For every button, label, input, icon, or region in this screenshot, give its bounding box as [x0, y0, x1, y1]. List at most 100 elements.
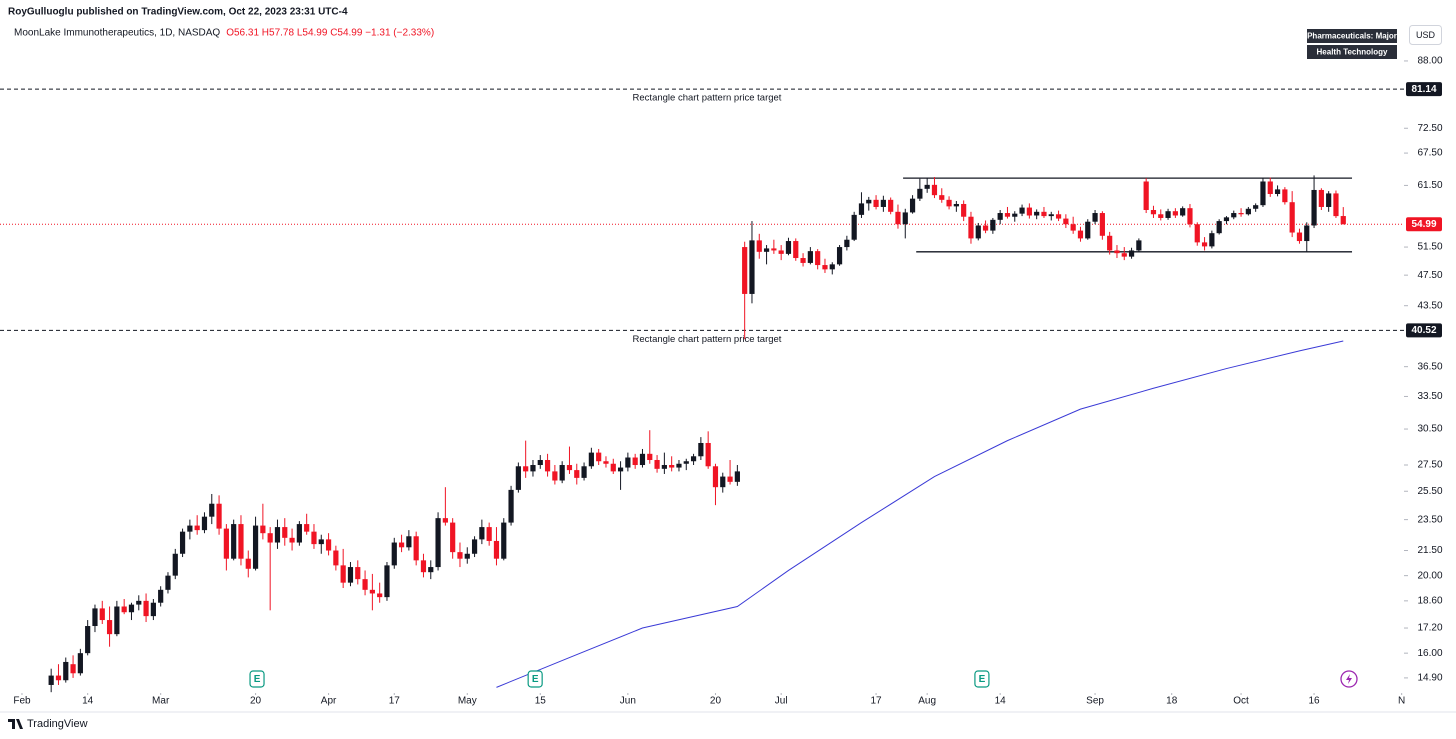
candle-body	[1158, 214, 1164, 218]
candle-body	[793, 241, 799, 259]
candle-body	[800, 258, 806, 263]
candle-body	[953, 203, 959, 207]
tag-box	[1307, 29, 1397, 43]
candle-body	[435, 518, 441, 568]
candle-body	[880, 199, 886, 207]
price-badge	[1406, 82, 1442, 97]
candle-body	[829, 264, 835, 270]
candle-body	[355, 567, 361, 580]
candle-body	[676, 463, 682, 468]
x-tick-label: 17	[389, 696, 401, 707]
candle-body	[581, 466, 587, 478]
candle-body	[121, 606, 127, 613]
y-tick-label: 14.90	[1417, 673, 1442, 684]
candle-body	[807, 251, 813, 263]
y-tick-label: 20.00	[1417, 570, 1442, 581]
currency-box[interactable]	[1409, 25, 1442, 45]
candle-body	[274, 527, 281, 543]
price-badge-label: 81.14	[1411, 84, 1436, 95]
candle-body	[1026, 207, 1032, 216]
candle-body	[902, 212, 908, 225]
candle-body	[559, 465, 565, 481]
candle-body	[661, 465, 667, 469]
earnings-marker[interactable]	[974, 670, 990, 688]
candle-body	[574, 470, 580, 478]
candle-body	[311, 531, 317, 545]
earnings-marker[interactable]	[527, 670, 543, 688]
candle-body	[479, 527, 485, 540]
candle-body	[1187, 208, 1193, 225]
candle-body	[63, 661, 69, 681]
candle-body	[289, 537, 295, 543]
candle-body	[844, 239, 850, 248]
candle-body	[1143, 181, 1149, 210]
symbol: MoonLake Immunotherapeutics, 1D, NASDAQ	[14, 28, 220, 39]
candle-body	[340, 565, 346, 583]
candle-body	[333, 550, 339, 566]
candle-body	[1289, 202, 1295, 233]
candle-body	[990, 219, 996, 231]
candle-body	[1099, 213, 1105, 236]
candle-body	[245, 558, 251, 569]
candle-body	[617, 467, 624, 472]
x-tick-label: 18	[1166, 696, 1178, 707]
candle-body	[318, 539, 324, 545]
candle-body	[537, 459, 543, 466]
x-tick-label: Jun	[620, 696, 636, 707]
candle-body	[377, 593, 383, 598]
candle-body	[508, 489, 514, 523]
candle-body	[471, 539, 478, 554]
candle-body	[136, 600, 142, 605]
tag-box	[1307, 45, 1397, 59]
price-badge-label: 40.52	[1411, 325, 1436, 336]
candle-body	[1260, 181, 1266, 206]
candle-body	[1150, 209, 1157, 215]
earnings-marker[interactable]	[249, 670, 265, 688]
candle-body	[362, 579, 368, 590]
candle-body	[282, 527, 288, 538]
candle-body	[975, 225, 981, 239]
earnings-marker-label: E	[254, 674, 261, 685]
candle-body	[632, 457, 638, 466]
candle-body	[851, 214, 857, 240]
candle-body	[1136, 240, 1142, 251]
candle-body	[347, 567, 354, 583]
y-tick-label: 25.50	[1417, 486, 1442, 497]
candle-body	[530, 465, 536, 472]
y-tick-label: 27.50	[1417, 460, 1442, 471]
candle-body	[888, 199, 894, 212]
candle-body	[1231, 213, 1237, 218]
candle-body	[92, 608, 98, 627]
candle-body	[464, 553, 470, 559]
x-tick-label: May	[458, 696, 477, 707]
candle-body	[252, 525, 259, 569]
candle-body	[391, 542, 397, 566]
candle-body	[267, 533, 273, 543]
candle-body	[1172, 211, 1178, 216]
candle-body	[647, 453, 653, 460]
candle-body	[866, 199, 872, 204]
candle-body	[165, 575, 171, 590]
y-tick-label: 43.50	[1417, 300, 1442, 311]
candle-body	[304, 524, 310, 532]
y-tick-label: 16.00	[1417, 648, 1442, 659]
candle-body	[231, 524, 237, 559]
candle-body	[413, 536, 419, 561]
y-tick-label: 51.50	[1417, 242, 1442, 253]
candle-body	[501, 522, 507, 559]
tag: Pharmaceuticals: Major	[1307, 32, 1397, 41]
candle-body	[420, 560, 427, 573]
y-tick-label: 30.50	[1417, 424, 1442, 435]
candle-body	[1216, 221, 1222, 234]
currency[interactable]: USD	[1416, 30, 1436, 40]
candle-body	[727, 476, 733, 482]
x-tick-label: Aug	[918, 696, 936, 707]
candle-body	[1223, 217, 1230, 222]
target-label: Rectangle chart pattern price target	[633, 334, 782, 345]
candle-body	[1114, 250, 1120, 254]
tag: Health Technology	[1317, 48, 1389, 57]
x-tick-label: Feb	[13, 696, 31, 707]
y-tick-label: 18.60	[1417, 595, 1442, 606]
